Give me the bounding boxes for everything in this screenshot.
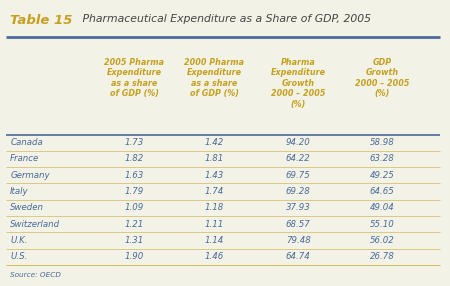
Text: 2005 Pharma
Expenditure
as a share
of GDP (%): 2005 Pharma Expenditure as a share of GD… xyxy=(104,58,164,98)
Text: Pharma
Expenditure
Growth
2000 – 2005
(%): Pharma Expenditure Growth 2000 – 2005 (%… xyxy=(270,58,326,109)
Text: 1.73: 1.73 xyxy=(125,138,144,147)
Text: Pharmaceutical Expenditure as a Share of GDP, 2005: Pharmaceutical Expenditure as a Share of… xyxy=(79,14,371,24)
Text: GDP
Growth
2000 – 2005
(%): GDP Growth 2000 – 2005 (%) xyxy=(355,58,410,98)
Text: Canada: Canada xyxy=(10,138,43,147)
Text: 1.46: 1.46 xyxy=(204,252,224,261)
Text: 1.42: 1.42 xyxy=(204,138,224,147)
Text: 69.28: 69.28 xyxy=(286,187,310,196)
Text: Source: OECD: Source: OECD xyxy=(10,272,61,278)
Text: 49.25: 49.25 xyxy=(370,171,395,180)
Text: 64.74: 64.74 xyxy=(286,252,310,261)
Text: 94.20: 94.20 xyxy=(286,138,310,147)
Text: 56.02: 56.02 xyxy=(370,236,395,245)
Text: 58.98: 58.98 xyxy=(370,138,395,147)
Text: 55.10: 55.10 xyxy=(370,220,395,229)
Text: 1.81: 1.81 xyxy=(204,154,224,163)
Text: 1.82: 1.82 xyxy=(125,154,144,163)
Text: Switzerland: Switzerland xyxy=(10,220,60,229)
Text: 2000 Pharma
Expenditure
as a share
of GDP (%): 2000 Pharma Expenditure as a share of GD… xyxy=(184,58,244,98)
Text: Italy: Italy xyxy=(10,187,29,196)
Text: 1.90: 1.90 xyxy=(125,252,144,261)
Text: U.S.: U.S. xyxy=(10,252,27,261)
Text: 26.78: 26.78 xyxy=(370,252,395,261)
Text: 1.21: 1.21 xyxy=(125,220,144,229)
Text: 1.09: 1.09 xyxy=(125,203,144,212)
Text: 64.22: 64.22 xyxy=(286,154,310,163)
Text: 1.14: 1.14 xyxy=(204,236,224,245)
Text: France: France xyxy=(10,154,40,163)
Text: Table 15: Table 15 xyxy=(10,14,73,27)
Text: 69.75: 69.75 xyxy=(286,171,310,180)
Text: 1.63: 1.63 xyxy=(125,171,144,180)
Text: 37.93: 37.93 xyxy=(286,203,310,212)
Text: U.K.: U.K. xyxy=(10,236,28,245)
Text: 1.31: 1.31 xyxy=(125,236,144,245)
Text: Sweden: Sweden xyxy=(10,203,44,212)
Text: Germany: Germany xyxy=(10,171,50,180)
Text: 1.18: 1.18 xyxy=(204,203,224,212)
Text: 1.43: 1.43 xyxy=(204,171,224,180)
Text: 63.28: 63.28 xyxy=(370,154,395,163)
Text: 68.57: 68.57 xyxy=(286,220,310,229)
Text: 1.79: 1.79 xyxy=(125,187,144,196)
Text: 79.48: 79.48 xyxy=(286,236,310,245)
Text: 1.74: 1.74 xyxy=(204,187,224,196)
Text: 64.65: 64.65 xyxy=(370,187,395,196)
Text: 1.11: 1.11 xyxy=(204,220,224,229)
Text: 49.04: 49.04 xyxy=(370,203,395,212)
